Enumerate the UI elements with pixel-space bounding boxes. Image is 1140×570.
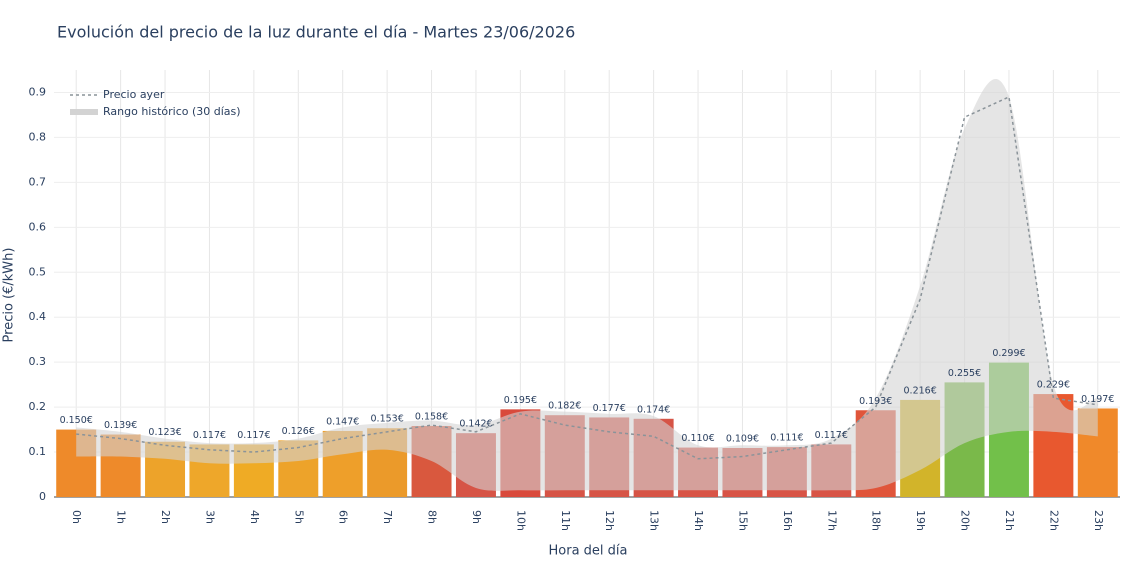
x-tick-label: 2h xyxy=(159,510,172,524)
value-label: 0.117€ xyxy=(193,430,226,441)
value-label: 0.182€ xyxy=(548,401,581,412)
x-tick-label: 15h xyxy=(736,510,749,531)
value-label: 0.142€ xyxy=(459,419,492,430)
value-label: 0.109€ xyxy=(726,434,759,445)
y-tick-label: 0.7 xyxy=(29,175,47,188)
value-label: 0.158€ xyxy=(415,411,448,422)
value-label: 0.229€ xyxy=(1037,380,1070,391)
x-tick-label: 3h xyxy=(203,510,216,524)
legend-swatch xyxy=(70,109,98,115)
x-tick-label: 6h xyxy=(337,510,350,524)
x-tick-label: 22h xyxy=(1047,510,1060,531)
value-label: 0.153€ xyxy=(371,414,404,425)
x-tick-label: 16h xyxy=(781,510,794,531)
value-label: 0.139€ xyxy=(104,420,137,431)
value-label: 0.117€ xyxy=(237,430,270,441)
value-label: 0.177€ xyxy=(593,403,626,414)
value-label: 0.193€ xyxy=(859,396,892,407)
y-tick-label: 0.2 xyxy=(29,400,47,413)
value-label: 0.110€ xyxy=(681,433,714,444)
x-tick-label: 9h xyxy=(470,510,483,524)
legend-label: Rango histórico (30 días) xyxy=(103,105,241,118)
x-tick-label: 11h xyxy=(559,510,572,531)
y-tick-label: 0.9 xyxy=(29,85,47,98)
value-label: 0.216€ xyxy=(904,385,937,396)
value-label: 0.255€ xyxy=(948,368,981,379)
legend-label: Precio ayer xyxy=(103,88,165,101)
y-axis-title: Precio (€/kWh) xyxy=(2,248,17,343)
value-label: 0.174€ xyxy=(637,404,670,415)
x-tick-label: 7h xyxy=(381,510,394,524)
value-label: 0.111€ xyxy=(770,433,803,444)
x-tick-label: 17h xyxy=(825,510,838,531)
y-tick-label: 0.5 xyxy=(29,265,47,278)
x-tick-label: 10h xyxy=(514,510,527,531)
x-tick-label: 13h xyxy=(648,510,661,531)
y-tick-label: 0.8 xyxy=(29,130,47,143)
y-tick-label: 0 xyxy=(39,490,46,503)
x-tick-label: 14h xyxy=(692,510,705,531)
x-tick-label: 5h xyxy=(292,510,305,524)
value-label: 0.299€ xyxy=(992,348,1025,359)
chart-title: Evolución del precio de la luz durante e… xyxy=(57,23,575,42)
y-tick-label: 0.4 xyxy=(29,310,47,323)
x-tick-label: 23h xyxy=(1092,510,1105,531)
value-label: 0.126€ xyxy=(282,426,315,437)
x-tick-label: 18h xyxy=(870,510,883,531)
y-tick-label: 0.3 xyxy=(29,355,47,368)
x-tick-label: 12h xyxy=(603,510,616,531)
value-label: 0.197€ xyxy=(1081,394,1114,405)
x-tick-label: 20h xyxy=(959,510,972,531)
value-label: 0.117€ xyxy=(815,430,848,441)
history-band xyxy=(76,78,1098,491)
x-tick-label: 4h xyxy=(248,510,261,524)
x-axis-title: Hora del día xyxy=(549,544,628,559)
value-label: 0.147€ xyxy=(326,416,359,427)
value-label: 0.123€ xyxy=(148,427,181,438)
value-label: 0.195€ xyxy=(504,395,537,406)
x-tick-label: 8h xyxy=(426,510,439,524)
value-label: 0.150€ xyxy=(60,415,93,426)
y-tick-label: 0.6 xyxy=(29,220,47,233)
x-tick-label: 19h xyxy=(914,510,927,531)
x-tick-label: 0h xyxy=(70,510,83,524)
x-tick-label: 1h xyxy=(115,510,128,524)
x-tick-label: 21h xyxy=(1003,510,1016,531)
y-tick-label: 0.1 xyxy=(29,445,47,458)
